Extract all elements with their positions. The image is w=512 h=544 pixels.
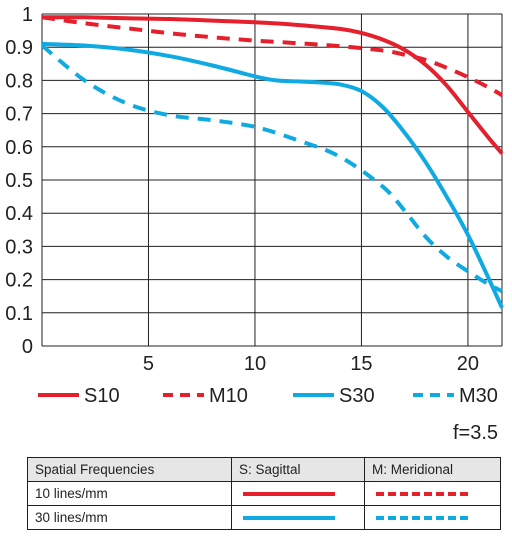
header-meridional: M: Meridional <box>364 457 501 482</box>
header-spatial-frequencies: Spatial Frequencies <box>27 457 232 482</box>
row-10-label: 10 lines/mm <box>27 481 232 506</box>
legend-label-m30: M30 <box>459 385 498 407</box>
x-tick-label: 20 <box>457 353 479 375</box>
legend-label-s30: S30 <box>339 385 375 407</box>
x-tick-label: 5 <box>143 353 154 375</box>
row-30-label: 30 lines/mm <box>27 505 232 530</box>
series-line-s10 <box>41 15 504 155</box>
y-tick-label: 0.6 <box>5 137 33 159</box>
y-tick-label: 0.1 <box>5 303 33 325</box>
y-tick-label: 1 <box>22 4 33 26</box>
key-table-row-10: 10 lines/mm <box>27 481 501 506</box>
mtf-chart: 0 0.1 0.2 0.3 0.4 0.5 0.6 0.7 0.8 0.9 1 5 10 15 20 S1… <box>5 4 504 407</box>
chart-legend: S10 M10 S30 M30 <box>38 385 498 407</box>
legend-label-m10: M10 <box>209 385 248 407</box>
meridional-10-swatch <box>376 491 468 496</box>
x-tick-label: 15 <box>350 353 372 375</box>
key-table-header: Spatial Frequencies S: Sagittal M: Merid… <box>27 457 501 482</box>
y-axis-tick-labels: 0 0.1 0.2 0.3 0.4 0.5 0.6 0.7 0.8 0.9 1 <box>5 4 33 358</box>
x-axis-tick-labels: 5 10 15 20 <box>143 353 479 375</box>
y-tick-label: 0.3 <box>5 236 33 258</box>
y-tick-label: 0 <box>22 336 33 358</box>
y-tick-label: 0.8 <box>5 70 33 92</box>
aperture-label: f=3.5 <box>452 422 498 444</box>
y-tick-label: 0.7 <box>5 104 33 126</box>
sagittal-10-swatch <box>243 491 335 496</box>
y-tick-label: 0.2 <box>5 270 33 292</box>
meridional-30-swatch <box>376 515 468 520</box>
series-line-m10 <box>41 15 504 98</box>
y-tick-label: 0.9 <box>5 37 33 59</box>
key-table-row-30: 30 lines/mm <box>27 505 501 530</box>
sagittal-30-swatch <box>243 515 335 520</box>
header-sagittal: S: Sagittal <box>231 457 365 482</box>
legend-label-s10: S10 <box>84 385 120 407</box>
chart-grid <box>41 13 503 347</box>
y-tick-label: 0.5 <box>5 170 33 192</box>
series-line-m30 <box>40 43 503 293</box>
x-tick-label: 10 <box>244 353 266 375</box>
y-tick-label: 0.4 <box>5 203 33 225</box>
frequency-key-table: Spatial Frequencies S: Sagittal M: Merid… <box>27 457 501 530</box>
chart-series-lines <box>40 15 504 309</box>
series-line-s30 <box>41 41 504 309</box>
